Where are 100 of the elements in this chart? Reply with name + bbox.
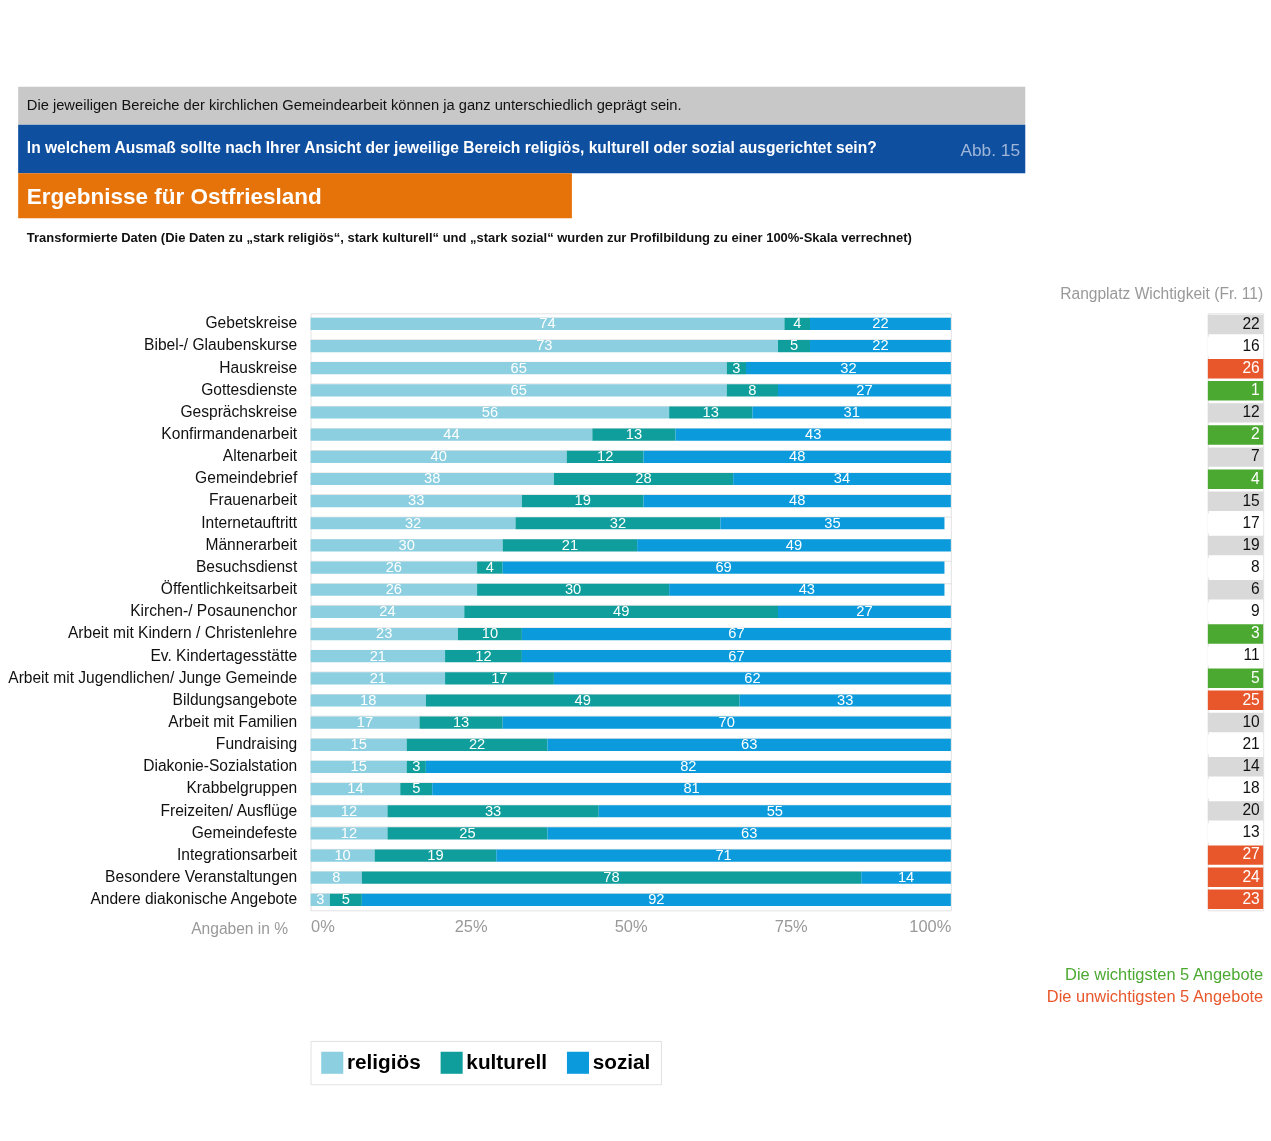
data-label: 12	[475, 647, 492, 664]
data-label: 22	[468, 736, 486, 753]
data-label: 20	[1242, 801, 1261, 819]
data-label: 3	[732, 359, 741, 376]
data-label: 27	[1242, 845, 1260, 863]
data-label: 40	[430, 448, 447, 465]
data-label: 17	[491, 669, 508, 686]
data-label: 5	[789, 337, 799, 354]
data-label: 23	[376, 625, 393, 642]
data-label: 34	[833, 470, 851, 487]
data-label: 31	[843, 403, 860, 420]
data-label: 56	[481, 403, 499, 420]
data-label: 11	[1243, 646, 1260, 664]
data-label: 49	[785, 536, 803, 553]
data-label: 26	[385, 558, 403, 575]
data-label: 92	[648, 891, 665, 908]
data-label: 19	[574, 492, 591, 509]
text: Die wichtigsten 5 Angebote	[1065, 965, 1264, 984]
y-tick-label: Freizeiten/ Ausflüge	[160, 801, 298, 819]
y-tick-label: Hauskreise	[219, 358, 298, 376]
data-label: 25	[459, 824, 476, 841]
data-label: 21	[369, 647, 387, 664]
data-label: 30	[564, 581, 582, 598]
caption: Abb. 15	[960, 139, 1021, 160]
data-label: 12	[340, 802, 358, 819]
data-label: 2	[1251, 425, 1260, 443]
data-label: 21	[561, 536, 579, 553]
data-label: 8	[1251, 557, 1260, 575]
data-label: 82	[680, 758, 697, 775]
data-label: 26	[385, 581, 403, 598]
data-label: 67	[728, 647, 745, 664]
data-label: 55	[766, 802, 783, 819]
data-label: 4	[793, 315, 802, 332]
data-label: 4	[1251, 469, 1261, 487]
data-label: 8	[332, 869, 341, 886]
text: Rangplatz Wichtigkeit (Fr. 11)	[1060, 284, 1264, 302]
text: Die unwichtigsten 5 Angebote	[1046, 987, 1264, 1006]
data-label: 22	[1242, 314, 1260, 332]
data-label: 19	[427, 846, 444, 863]
data-label: 44	[443, 426, 460, 442]
data-label: 14	[1242, 756, 1261, 774]
legend-label: kulturell	[466, 1049, 548, 1073]
legend-label: religiös	[346, 1049, 421, 1073]
data-label: 25	[1242, 690, 1260, 708]
data-label: 10	[1242, 712, 1261, 730]
y-tick-label: Gesprächskreise	[180, 402, 298, 420]
data-label: 32	[840, 359, 857, 376]
data-label: 6	[1251, 580, 1260, 598]
data-label: 22	[872, 337, 889, 354]
y-tick-label: Krabbelgruppen	[186, 779, 298, 797]
data-label: 38	[424, 470, 441, 487]
data-label: 27	[856, 603, 873, 620]
data-label: 43	[805, 426, 822, 442]
x-tick-label: 75%	[774, 917, 809, 936]
data-label: 13	[1242, 823, 1260, 841]
data-label: 81	[683, 780, 700, 797]
data-label: 33	[837, 691, 854, 708]
data-label: 21	[1242, 734, 1260, 752]
data-label: 17	[356, 713, 374, 730]
data-label: 62	[744, 669, 761, 686]
y-tick-label: Kirchen-/ Posaunenchor	[130, 602, 298, 620]
data-label: 18	[1242, 779, 1260, 797]
y-tick-label: Besuchsdienst	[195, 557, 298, 575]
x-tick-label: 50%	[614, 917, 648, 936]
data-label: 12	[1242, 403, 1260, 421]
data-label: 24	[379, 603, 396, 620]
x-tick-label: 25%	[454, 917, 488, 936]
chart-title: In welchem Ausmaß sollte nach Ihrer Ansicht der jeweilige Bereich religiös, kulturell oder sozial ausgerichtet sein?	[26, 139, 877, 157]
data-label: 3	[412, 758, 421, 775]
text: Die jeweiligen Bereiche der kirchlichen Gemeindearbeit können ja ganz unterschiedlich geprägt sein.	[26, 97, 682, 114]
data-label: 35	[824, 514, 841, 531]
data-label: 70	[718, 713, 735, 730]
data-label: 27	[856, 381, 873, 398]
y-tick-label: Bildungsangebote	[172, 690, 298, 708]
data-label: 32	[404, 514, 422, 531]
data-label: 17	[1242, 513, 1260, 531]
data-label: 24	[1242, 867, 1261, 885]
y-tick-label: Konfirmandenarbeit	[161, 425, 298, 442]
data-label: 21	[369, 669, 387, 686]
data-label: 48	[789, 448, 806, 465]
y-tick-label: Diakonie-Sozialstation	[143, 757, 298, 775]
data-label: 33	[484, 802, 502, 819]
y-tick-label: Gemeindebrief	[195, 469, 298, 487]
data-label: 3	[316, 891, 325, 908]
y-tick-label: Arbeit mit Familien	[168, 712, 298, 730]
data-label: 13	[702, 403, 719, 420]
y-tick-label: Ev. Kindertagesstätte	[150, 646, 298, 664]
y-tick-label: Gebetskreise	[205, 314, 298, 332]
data-label: 7	[1251, 447, 1260, 465]
data-label: 4	[485, 558, 494, 575]
x-tick-label: 0%	[311, 917, 336, 936]
y-tick-label: Fundraising	[215, 735, 298, 753]
y-tick-label: Männerarbeit	[205, 535, 298, 553]
data-label: 22	[872, 315, 889, 332]
y-tick-label: Altenarbeit	[222, 447, 298, 465]
data-label: 5	[1251, 668, 1260, 686]
y-tick-label: Öffentlichkeitsarbeit	[160, 580, 298, 598]
data-label: 10	[481, 625, 499, 642]
data-label: 5	[412, 780, 421, 797]
text: Angaben in %	[191, 919, 289, 937]
